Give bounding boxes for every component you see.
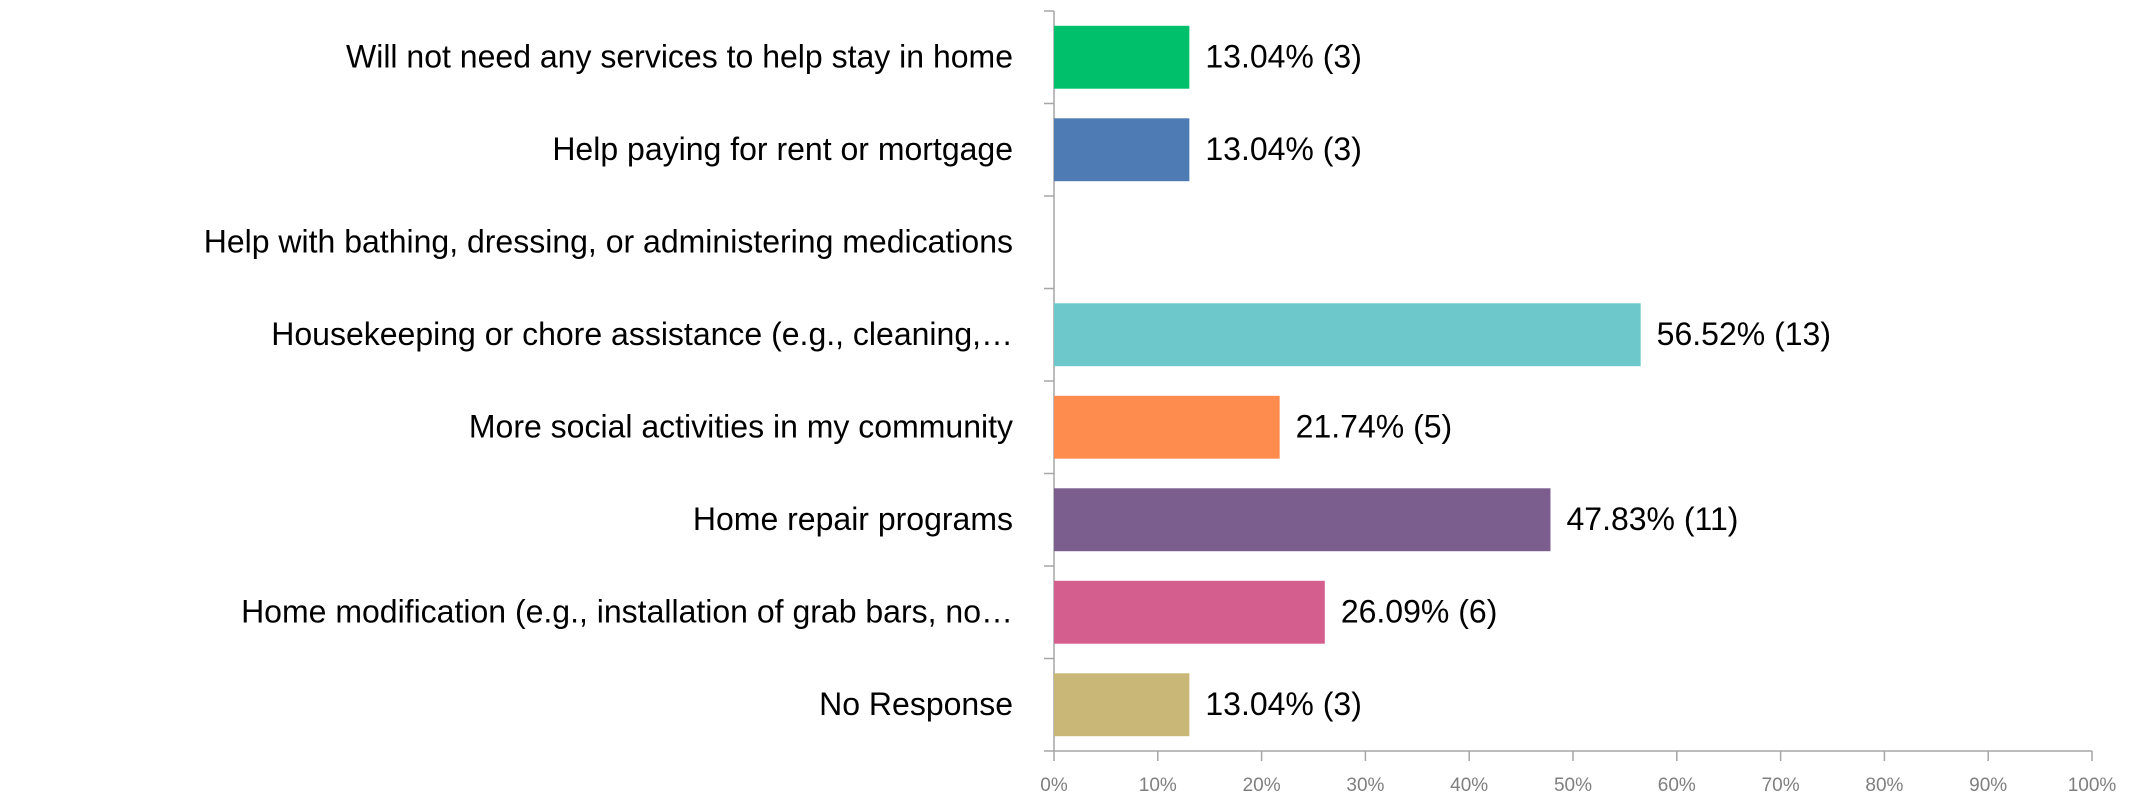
x-tick-label: 20% bbox=[1243, 775, 1281, 796]
bar bbox=[1054, 118, 1190, 182]
data-label: 56.52% (13) bbox=[1657, 316, 1831, 352]
bar bbox=[1054, 673, 1190, 737]
bar bbox=[1054, 488, 1551, 552]
x-tick-label: 80% bbox=[1865, 775, 1903, 796]
x-tick-label: 40% bbox=[1450, 775, 1488, 796]
x-tick-label: 30% bbox=[1346, 775, 1384, 796]
category-label: Help with bathing, dressing, or administ… bbox=[204, 224, 1013, 260]
data-label: 13.04% (3) bbox=[1205, 131, 1362, 167]
x-tick-label: 90% bbox=[1969, 775, 2007, 796]
data-label: 47.83% (11) bbox=[1566, 501, 1738, 537]
bar bbox=[1054, 25, 1190, 89]
x-tick-label: 0% bbox=[1040, 775, 1068, 796]
x-tick-label: 70% bbox=[1762, 775, 1800, 796]
category-label: Help paying for rent or mortgage bbox=[552, 131, 1013, 167]
data-label: 21.74% (5) bbox=[1296, 409, 1453, 445]
category-label: Home modification (e.g., installation of… bbox=[241, 594, 1013, 630]
data-label: 13.04% (3) bbox=[1205, 686, 1362, 722]
bar bbox=[1054, 303, 1641, 367]
x-tick-label: 50% bbox=[1554, 775, 1592, 796]
x-tick-label: 10% bbox=[1139, 775, 1177, 796]
category-label: More social activities in my community bbox=[469, 409, 1013, 445]
x-tick-label: 100% bbox=[2068, 775, 2117, 796]
category-label: Will not need any services to help stay … bbox=[346, 39, 1013, 75]
bar bbox=[1054, 395, 1280, 459]
category-label: Housekeeping or chore assistance (e.g., … bbox=[271, 316, 1013, 352]
x-tick-label: 60% bbox=[1658, 775, 1696, 796]
bar bbox=[1054, 580, 1325, 644]
category-label: No Response bbox=[819, 686, 1013, 722]
category-label: Home repair programs bbox=[693, 501, 1013, 537]
data-label: 13.04% (3) bbox=[1205, 39, 1362, 75]
data-label: 26.09% (6) bbox=[1341, 594, 1498, 630]
